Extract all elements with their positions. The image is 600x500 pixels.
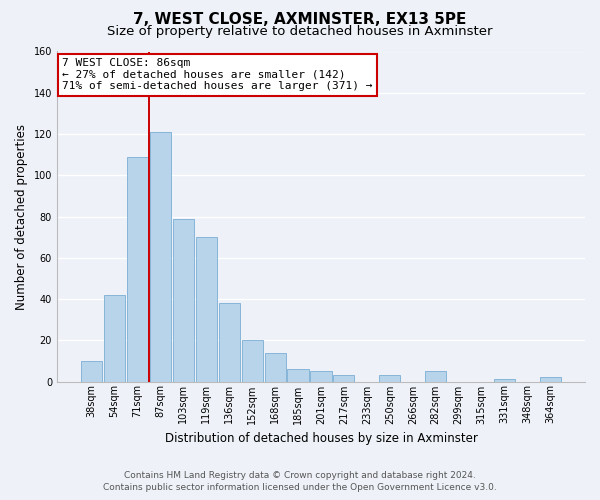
Text: 7 WEST CLOSE: 86sqm
← 27% of detached houses are smaller (142)
71% of semi-detac: 7 WEST CLOSE: 86sqm ← 27% of detached ho… — [62, 58, 373, 92]
Bar — [242, 340, 263, 382]
Text: Size of property relative to detached houses in Axminster: Size of property relative to detached ho… — [107, 25, 493, 38]
Bar — [150, 132, 171, 382]
Bar — [218, 303, 240, 382]
Bar — [287, 369, 308, 382]
Bar — [104, 295, 125, 382]
Text: Contains HM Land Registry data © Crown copyright and database right 2024.
Contai: Contains HM Land Registry data © Crown c… — [103, 471, 497, 492]
Bar — [196, 237, 217, 382]
Bar — [310, 371, 332, 382]
Bar — [127, 156, 148, 382]
Bar — [379, 376, 400, 382]
Text: 7, WEST CLOSE, AXMINSTER, EX13 5PE: 7, WEST CLOSE, AXMINSTER, EX13 5PE — [133, 12, 467, 28]
Y-axis label: Number of detached properties: Number of detached properties — [15, 124, 28, 310]
Bar — [334, 376, 355, 382]
Bar — [540, 378, 561, 382]
Bar — [173, 218, 194, 382]
Bar — [81, 361, 102, 382]
X-axis label: Distribution of detached houses by size in Axminster: Distribution of detached houses by size … — [164, 432, 478, 445]
Bar — [425, 371, 446, 382]
Bar — [494, 380, 515, 382]
Bar — [265, 352, 286, 382]
